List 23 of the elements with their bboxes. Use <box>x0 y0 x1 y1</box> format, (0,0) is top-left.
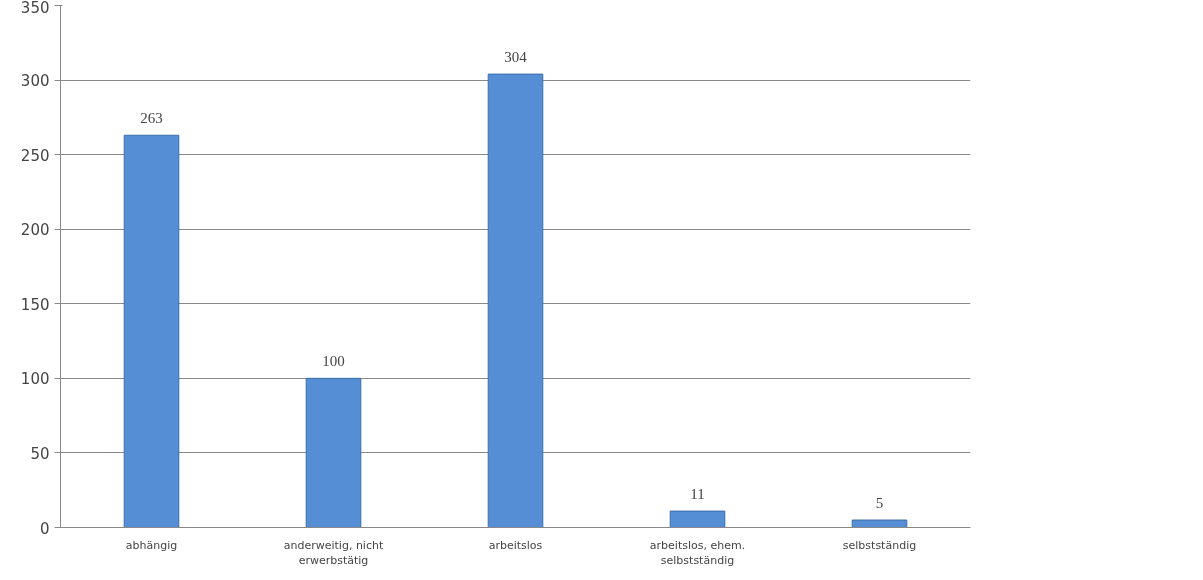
y-tick-label: 250 <box>20 146 50 165</box>
data-label: 5 <box>875 495 884 512</box>
data-label: 11 <box>690 486 705 503</box>
y-tick-label: 100 <box>20 370 50 389</box>
bar <box>487 73 544 528</box>
y-tick-label: 200 <box>20 221 50 240</box>
data-label: 263 <box>140 110 163 127</box>
bar <box>669 510 726 528</box>
data-label: 100 <box>322 353 345 370</box>
x-tick-label: abhängig <box>125 538 178 552</box>
data-label: 304 <box>504 49 528 66</box>
y-tick-label: 50 <box>30 444 50 463</box>
x-tick-label: arbeitslos, ehem. selbstständig <box>649 538 746 568</box>
y-tick-label: 300 <box>20 72 50 91</box>
y-tick-label: 0 <box>39 519 50 538</box>
bar <box>851 519 908 528</box>
bar <box>123 134 180 528</box>
x-tick-label: arbeitslos <box>488 538 543 552</box>
x-tick-label: anderweitig, nicht erwerbstätig <box>283 538 384 568</box>
y-tick-label: 150 <box>20 295 50 314</box>
x-tick-label: selbstständig <box>842 538 917 552</box>
y-tick-label: 350 <box>20 0 50 17</box>
bar <box>305 377 362 528</box>
